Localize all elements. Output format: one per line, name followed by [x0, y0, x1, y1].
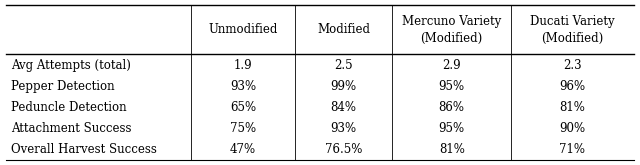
Text: 96%: 96%	[559, 80, 586, 93]
Text: 76.5%: 76.5%	[325, 143, 362, 156]
Text: 90%: 90%	[559, 122, 586, 135]
Text: Pepper Detection: Pepper Detection	[12, 80, 115, 93]
Text: 99%: 99%	[330, 80, 356, 93]
Text: Modified: Modified	[317, 23, 370, 36]
Text: 65%: 65%	[230, 101, 256, 114]
Text: Overall Harvest Success: Overall Harvest Success	[12, 143, 157, 156]
Text: 86%: 86%	[438, 101, 465, 114]
Text: 95%: 95%	[438, 122, 465, 135]
Text: 81%: 81%	[439, 143, 465, 156]
Text: 47%: 47%	[230, 143, 256, 156]
Text: Avg Attempts (total): Avg Attempts (total)	[12, 59, 131, 71]
Text: Peduncle Detection: Peduncle Detection	[12, 101, 127, 114]
Text: 2.5: 2.5	[334, 59, 353, 71]
Text: 93%: 93%	[230, 80, 256, 93]
Text: 71%: 71%	[559, 143, 586, 156]
Text: 84%: 84%	[330, 101, 356, 114]
Text: 75%: 75%	[230, 122, 256, 135]
Text: 81%: 81%	[559, 101, 586, 114]
Text: 93%: 93%	[330, 122, 356, 135]
Text: Ducati Variety
(Modified): Ducati Variety (Modified)	[530, 15, 615, 45]
Text: Unmodified: Unmodified	[209, 23, 278, 36]
Text: 1.9: 1.9	[234, 59, 253, 71]
Text: 2.9: 2.9	[442, 59, 461, 71]
Text: 2.3: 2.3	[563, 59, 582, 71]
Text: Attachment Success: Attachment Success	[12, 122, 132, 135]
Text: Mercuno Variety
(Modified): Mercuno Variety (Modified)	[402, 15, 501, 45]
Text: 95%: 95%	[438, 80, 465, 93]
